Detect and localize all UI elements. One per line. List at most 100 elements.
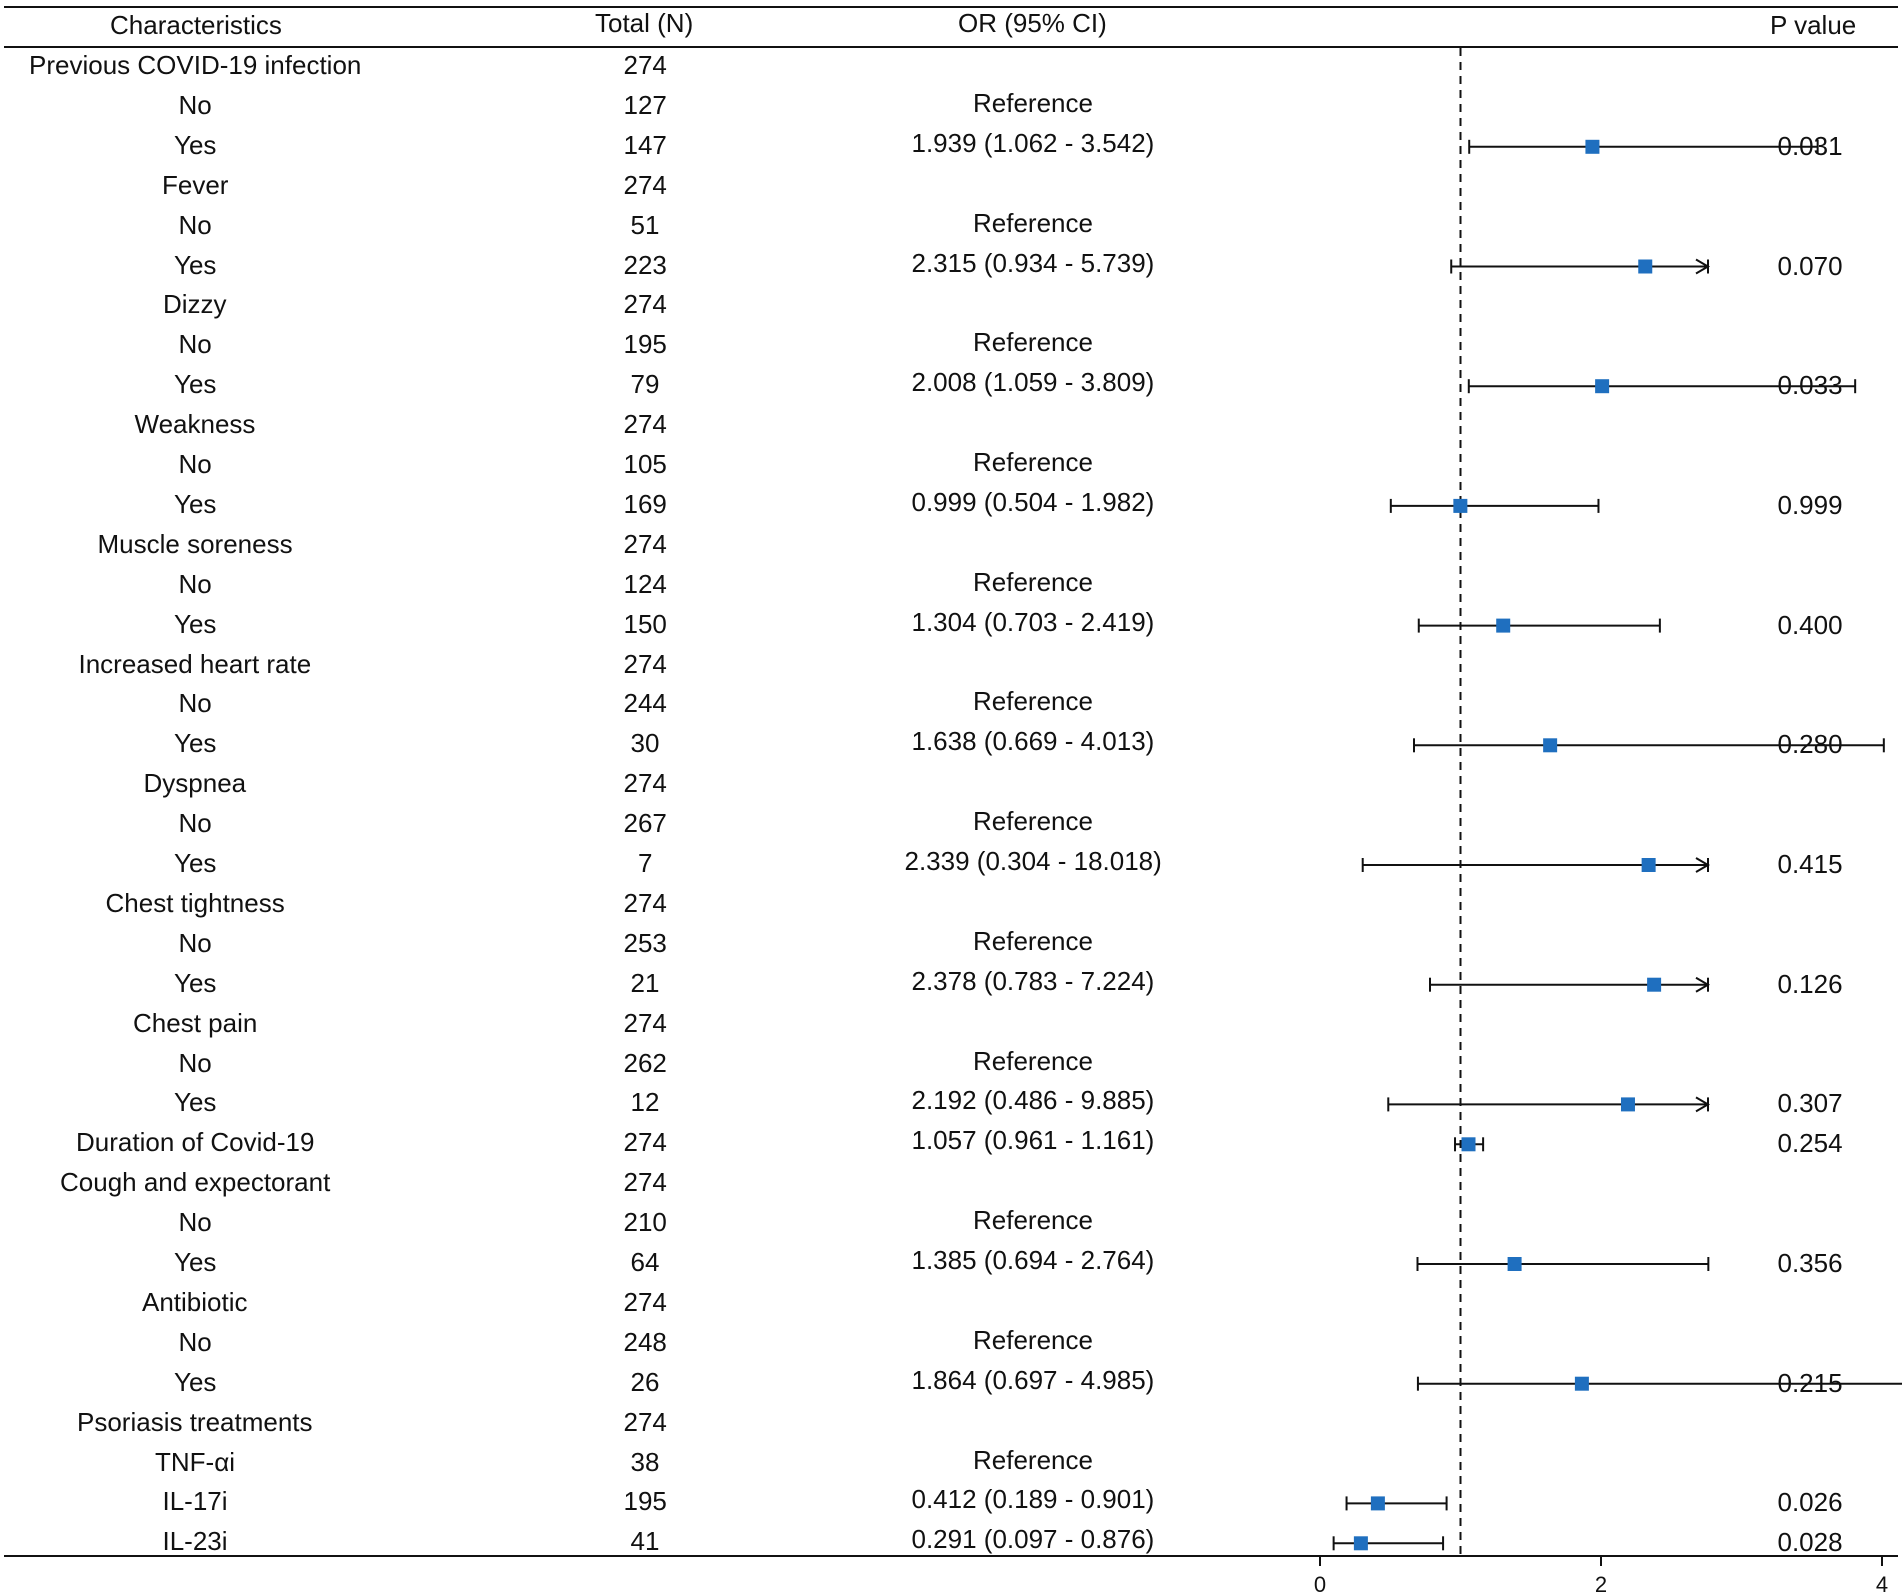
or-ci-text: 1.864 (0.697 - 4.985) <box>911 1364 1155 1395</box>
or-point <box>1496 618 1511 633</box>
or-ci-text: Reference <box>973 87 1093 118</box>
or-point <box>1585 139 1600 154</box>
variable-label: Chest pain <box>133 1007 258 1038</box>
p-value: 0.356 <box>1777 1248 1843 1278</box>
variable-label: Dyspnea <box>143 768 247 799</box>
variable-label: Psoriasis treatments <box>77 1406 313 1437</box>
or-point <box>1370 1496 1385 1511</box>
or-ci-text: Reference <box>973 1324 1093 1355</box>
total-n: 26 <box>630 1366 660 1397</box>
or-point <box>1353 1536 1368 1551</box>
level-label: Yes <box>174 728 217 759</box>
level-label: No <box>178 1207 212 1238</box>
level-label: No <box>178 329 212 360</box>
or-point <box>1453 498 1468 513</box>
total-n: 244 <box>623 688 667 719</box>
total-n: 223 <box>623 249 667 280</box>
level-label: Yes <box>174 249 217 280</box>
total-n: 274 <box>623 409 667 440</box>
p-value: 0.026 <box>1777 1487 1843 1518</box>
total-n: 150 <box>623 608 667 639</box>
or-ci-text: Reference <box>973 327 1093 358</box>
variable-label: Fever <box>162 169 229 200</box>
header-p-value: P value <box>1770 10 1857 40</box>
or-ci-text: 1.939 (1.062 - 3.542) <box>911 127 1155 158</box>
level-label: No <box>178 927 212 958</box>
or-ci-text: 2.339 (0.304 - 18.018) <box>904 846 1162 876</box>
total-n: 274 <box>623 768 667 799</box>
level-label: Yes <box>174 1366 217 1397</box>
or-ci-text: 2.008 (1.059 - 3.809) <box>911 367 1155 398</box>
or-ci-text: 0.412 (0.189 - 0.901) <box>911 1484 1155 1515</box>
total-n: 274 <box>623 1127 667 1158</box>
or-ci-text: Reference <box>973 207 1093 238</box>
or-point <box>1638 259 1653 274</box>
level-label: IL-23i <box>162 1526 228 1557</box>
total-n: 64 <box>630 1247 660 1277</box>
total-n: 262 <box>623 1047 667 1078</box>
or-ci-text: 1.304 (0.703 - 2.419) <box>911 606 1155 637</box>
total-n: 248 <box>623 1326 667 1357</box>
variable-label: Cough and expectorant <box>60 1167 331 1198</box>
level-label: No <box>178 89 212 120</box>
variable-label: Increased heart rate <box>78 648 312 679</box>
total-n: 79 <box>630 369 660 400</box>
level-label: Yes <box>174 488 217 519</box>
or-ci-text: 2.315 (0.934 - 5.739) <box>911 247 1155 278</box>
total-n: 267 <box>623 808 667 839</box>
variable-label: Dizzy <box>163 289 227 320</box>
total-n: 274 <box>623 528 667 559</box>
or-ci-text: 2.378 (0.783 - 7.224) <box>911 965 1155 996</box>
variable-label: Previous COVID-19 infection <box>29 50 362 80</box>
or-ci-text: 1.057 (0.961 - 1.161) <box>911 1125 1155 1156</box>
total-n: 253 <box>623 927 667 958</box>
total-n: 274 <box>623 1007 667 1038</box>
level-label: No <box>178 1047 212 1078</box>
p-value: 0.033 <box>1777 370 1843 401</box>
p-value: 0.280 <box>1777 729 1843 760</box>
or-ci-text: 2.192 (0.486 - 9.885) <box>911 1085 1155 1116</box>
or-ci-text: Reference <box>973 1444 1093 1475</box>
total-n: 210 <box>623 1207 667 1238</box>
level-label: No <box>178 688 212 719</box>
total-n: 169 <box>623 488 667 519</box>
variable-label: Muscle soreness <box>97 528 293 559</box>
or-ci-text: Reference <box>973 447 1093 477</box>
total-n: 195 <box>623 329 667 360</box>
total-n: 274 <box>623 887 667 918</box>
total-n: 274 <box>623 1406 667 1437</box>
p-value: 0.031 <box>1777 130 1843 161</box>
or-ci-text: Reference <box>973 1045 1093 1076</box>
total-n: 274 <box>623 50 667 80</box>
total-n: 105 <box>623 449 667 479</box>
or-ci-text: Reference <box>973 686 1093 717</box>
or-ci-text: Reference <box>973 566 1093 597</box>
or-ci-text: 1.385 (0.694 - 2.764) <box>911 1245 1155 1275</box>
x-tick-label: 2 <box>1595 1572 1607 1592</box>
header-or-ci: OR (95% CI) <box>958 8 1107 38</box>
level-label: Yes <box>174 967 217 998</box>
p-value: 0.999 <box>1777 489 1843 520</box>
total-n: 12 <box>630 1087 660 1118</box>
total-n: 51 <box>630 209 660 240</box>
or-ci-text: 0.291 (0.097 - 0.876) <box>911 1524 1155 1555</box>
total-n: 21 <box>630 967 660 998</box>
total-n: 274 <box>623 289 667 320</box>
total-n: 124 <box>623 568 667 599</box>
total-n: 147 <box>623 129 667 160</box>
level-label: Yes <box>174 1247 217 1277</box>
or-point <box>1543 738 1558 753</box>
or-point <box>1507 1257 1522 1271</box>
total-n: 41 <box>630 1526 660 1557</box>
variable-label: Chest tightness <box>105 887 285 918</box>
variable-label: Antibiotic <box>142 1286 248 1317</box>
level-label: Yes <box>174 129 217 160</box>
or-point <box>1574 1376 1589 1391</box>
total-n: 274 <box>623 1286 667 1317</box>
total-n: 30 <box>630 728 660 759</box>
p-value: 0.215 <box>1777 1367 1843 1398</box>
p-value: 0.126 <box>1777 968 1843 999</box>
level-label: IL-17i <box>162 1486 228 1517</box>
x-tick-label: 0 <box>1314 1572 1326 1592</box>
p-value: 0.307 <box>1777 1088 1843 1119</box>
